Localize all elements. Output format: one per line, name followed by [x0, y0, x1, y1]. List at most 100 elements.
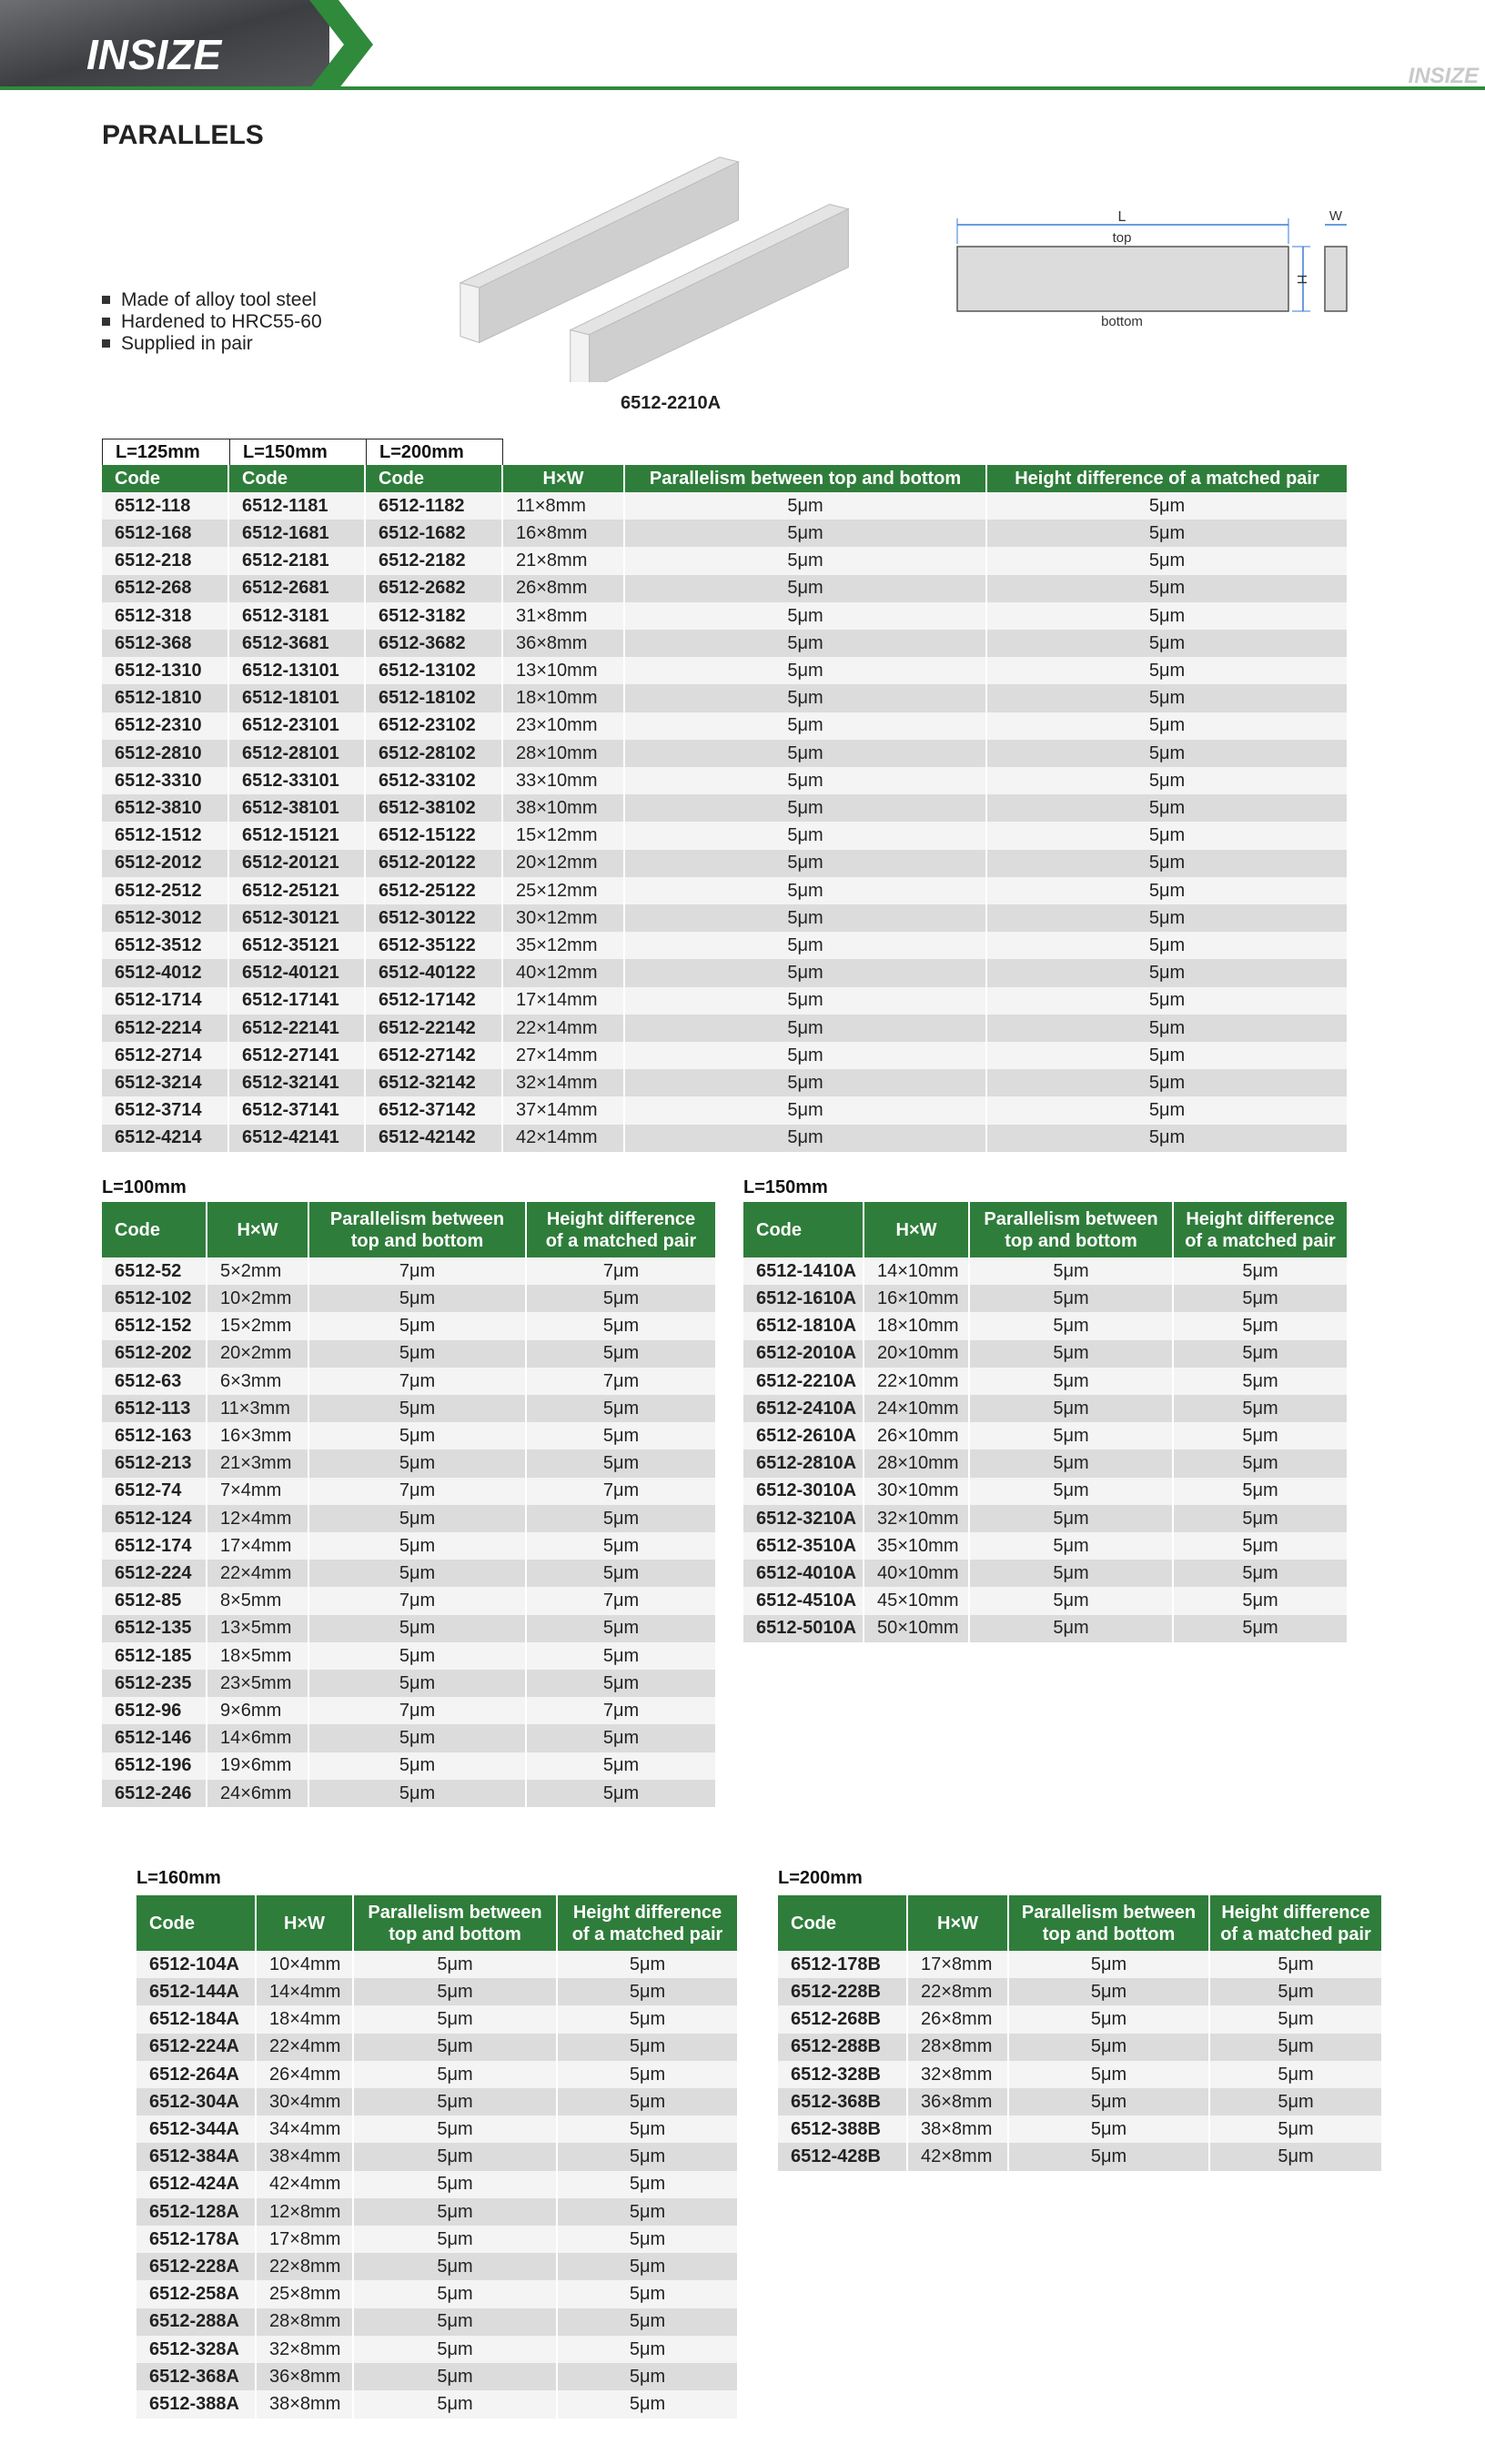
table-cell: 6512-178B [778, 1951, 908, 1979]
table-cell: 5μm [1174, 1477, 1349, 1506]
table-cell: 6512-146 [102, 1724, 207, 1753]
column-header: Height difference of a matched pair [527, 1202, 717, 1257]
table-cell: 5μm [1210, 2116, 1383, 2144]
table-cell: 6512-2210A [743, 1367, 864, 1396]
table-cell: 5μm [558, 2143, 739, 2172]
table-cell: 6512-144A [136, 1978, 257, 2006]
table-cell: 5μm [625, 986, 987, 1015]
table-cell: 6512-118 [102, 492, 229, 520]
table-cell: 6512-3681 [229, 630, 366, 658]
table-cell: 5μm [1009, 1978, 1210, 2006]
table-cell: 6512-328B [778, 2060, 908, 2089]
table-cell: 5μm [1174, 1422, 1349, 1450]
length-label: L [1118, 209, 1126, 225]
table-cell: 6512-258A [136, 2280, 257, 2309]
table-cell: 15×12mm [503, 822, 625, 851]
table-cell: 5μm [354, 1978, 558, 2006]
table-cell: 6512-17141 [229, 986, 366, 1015]
table-cell: 6512-246 [102, 1779, 207, 1808]
table-cell: 5μm [1174, 1257, 1349, 1286]
table-cell: 6512-388A [136, 2390, 257, 2419]
table-cell: 21×3mm [207, 1449, 309, 1479]
table-cell: 5μm [987, 739, 1349, 768]
table-cell: 6512-1810 [102, 684, 229, 713]
table-cell: 5μm [625, 1124, 987, 1153]
table-cell: 5μm [625, 794, 987, 823]
table-cell: 6512-163 [102, 1422, 207, 1450]
table-cell: 5μm [987, 986, 1349, 1015]
table-cell: 5μm [309, 1614, 527, 1643]
table-cell: 27×14mm [503, 1042, 625, 1070]
table-cell: 5μm [625, 959, 987, 988]
table-cell: 6512-13102 [366, 657, 503, 685]
header-rule [0, 86, 1485, 90]
table-cell: 5μm [309, 1339, 527, 1368]
table-cell: 6512-3682 [366, 630, 503, 658]
table-cell: 22×10mm [864, 1367, 970, 1396]
table-cell: 28×8mm [257, 2307, 354, 2337]
table-cell: 6512-42141 [229, 1124, 366, 1153]
table-cell: 5μm [558, 2307, 739, 2337]
table-cell: 5μm [987, 492, 1349, 520]
table-cell: 5μm [625, 520, 987, 548]
table-cell: 6512-2182 [366, 547, 503, 576]
table-cell: 7×4mm [207, 1477, 309, 1506]
table-cell: 6512-3310 [102, 767, 229, 795]
column-header: Code [229, 465, 366, 492]
table-cell: 6512-13101 [229, 657, 366, 685]
table-cell: 6512-224A [136, 2033, 257, 2062]
logo: INSIZE [86, 31, 223, 78]
table-cell: 5μm [625, 1069, 987, 1097]
table-cell: 25×12mm [503, 876, 625, 905]
column-header: Code [136, 1895, 257, 1951]
column-header: Height difference of a matched pair [558, 1895, 739, 1951]
table-cell: 6512-1181 [229, 492, 366, 520]
table-cell: 5μm [309, 1449, 527, 1479]
table-cell: 5μm [1174, 1367, 1349, 1396]
table-cell: 5μm [1174, 1395, 1349, 1423]
table-cell: 6512-37141 [229, 1096, 366, 1126]
table-cell: 6512-37142 [366, 1096, 503, 1126]
table-cell: 5μm [987, 1014, 1349, 1043]
table-cell: 5μm [354, 2307, 558, 2337]
table-cell: 5μm [625, 876, 987, 905]
table-cell: 6512-1310 [102, 657, 229, 685]
table-cell: 6512-2810 [102, 739, 229, 768]
table-cell: 6512-96 [102, 1697, 207, 1725]
table-cell: 6512-228A [136, 2253, 257, 2281]
column-header: Height difference of a matched pair [987, 465, 1349, 492]
page-title: PARALLELS [102, 120, 264, 150]
table-cell: 7μm [309, 1697, 527, 1725]
table-cell: 5μm [309, 1422, 527, 1450]
table-cell: 6512-184A [136, 2005, 257, 2035]
table-cell: 5μm [527, 1312, 717, 1341]
table-cell: 5μm [1210, 2060, 1383, 2089]
table-cell: 32×8mm [257, 2335, 354, 2364]
column-header: H×W [207, 1202, 309, 1257]
table-cell: 5μm [1210, 2033, 1383, 2062]
table-cell: 11×3mm [207, 1395, 309, 1423]
table-cell: 5×2mm [207, 1257, 309, 1286]
table-cell: 5μm [970, 1257, 1174, 1286]
table-cell: 6512-3012 [102, 904, 229, 933]
table-cell: 5μm [1174, 1312, 1349, 1341]
table-cell: 10×2mm [207, 1285, 309, 1313]
table-cell: 5μm [309, 1395, 527, 1423]
table-cell: 37×14mm [503, 1096, 625, 1126]
table-cell: 5μm [987, 574, 1349, 603]
table-cell: 6512-264A [136, 2060, 257, 2089]
header-chevron [309, 0, 373, 89]
table-cell: 6512-2181 [229, 547, 366, 576]
table-cell: 5μm [970, 1560, 1174, 1588]
table-cell: 6512-4214 [102, 1124, 229, 1153]
table-cell: 6512-40122 [366, 959, 503, 988]
column-header: Code [102, 465, 229, 492]
table-cell: 6512-288A [136, 2307, 257, 2337]
table-cell: 26×8mm [503, 574, 625, 603]
column-header-line: Parallelism between [984, 1208, 1158, 1229]
table-cell: 6512-3181 [229, 601, 366, 631]
table-cell: 6512-3810 [102, 794, 229, 823]
table-cell: 6512-104A [136, 1951, 257, 1979]
table-cell: 20×2mm [207, 1339, 309, 1368]
table-cell: 7μm [309, 1477, 527, 1506]
